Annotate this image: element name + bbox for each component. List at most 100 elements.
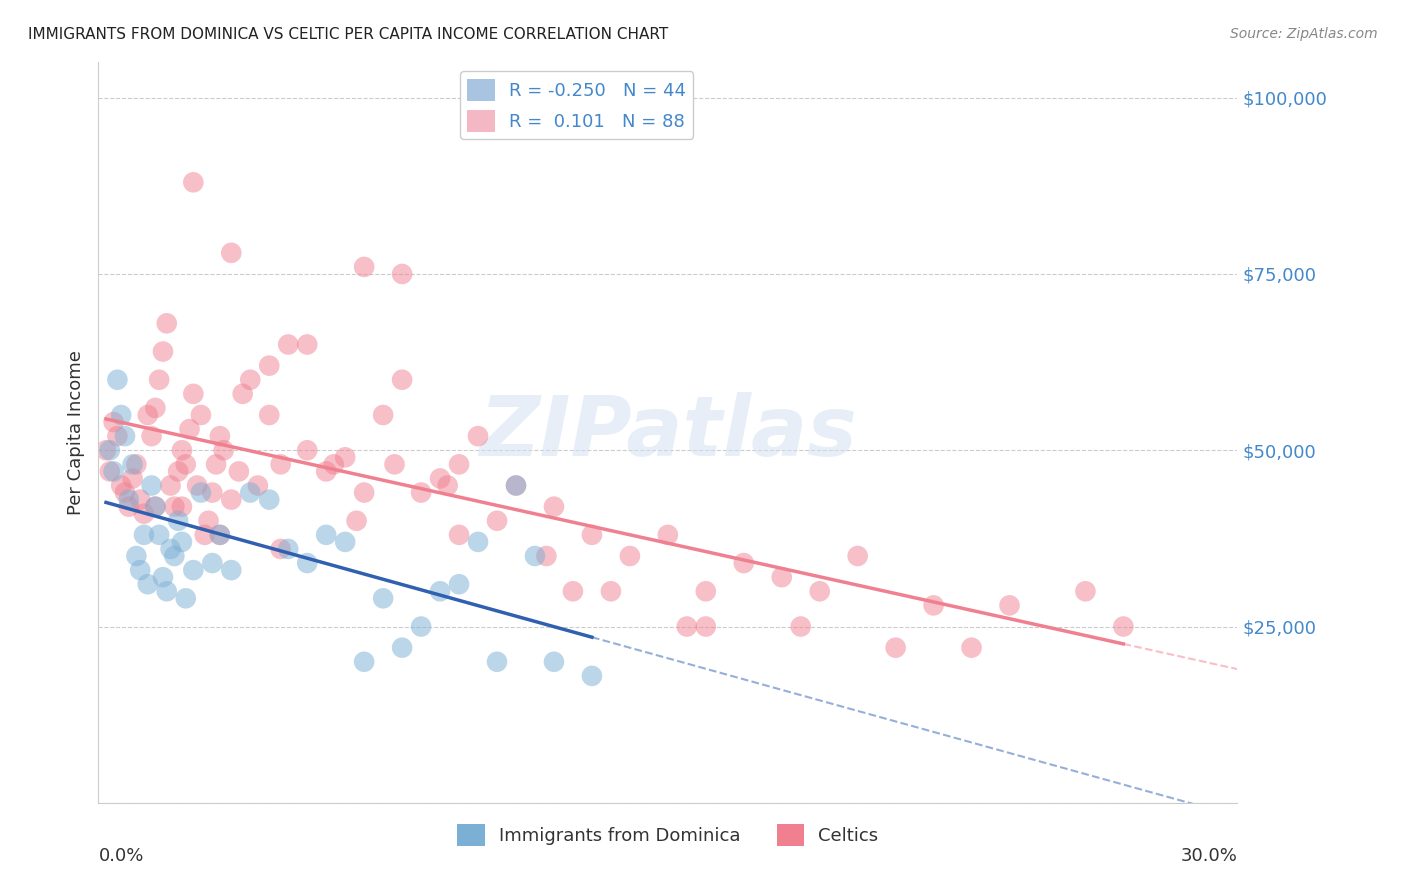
Point: [167, 464, 190, 478]
Point: [145, 401, 167, 415]
Point: [581, 528, 603, 542]
Point: [998, 599, 1021, 613]
Point: [186, 478, 208, 492]
Point: [486, 514, 509, 528]
Point: [152, 570, 174, 584]
Point: [429, 471, 451, 485]
Point: [581, 669, 603, 683]
Point: [98, 464, 121, 478]
Legend: Immigrants from Dominica, Celtics: Immigrants from Dominica, Celtics: [450, 816, 886, 853]
Point: [733, 556, 755, 570]
Point: [297, 337, 319, 351]
Point: [884, 640, 907, 655]
Point: [657, 528, 679, 542]
Point: [467, 429, 489, 443]
Text: 0.0%: 0.0%: [98, 847, 143, 865]
Point: [132, 507, 155, 521]
Point: [391, 373, 413, 387]
Point: [467, 535, 489, 549]
Point: [335, 450, 357, 465]
Point: [201, 556, 224, 570]
Point: [619, 549, 641, 563]
Point: [114, 485, 136, 500]
Point: [197, 514, 219, 528]
Point: [960, 640, 983, 655]
Point: [270, 541, 292, 556]
Point: [118, 500, 141, 514]
Point: [121, 471, 143, 485]
Point: [118, 492, 141, 507]
Point: [322, 458, 344, 472]
Point: [221, 492, 243, 507]
Point: [208, 528, 231, 542]
Point: [163, 500, 186, 514]
Point: [183, 175, 205, 189]
Point: [141, 478, 163, 492]
Point: [129, 492, 152, 507]
Point: [259, 359, 281, 373]
Point: [190, 485, 212, 500]
Text: Source: ZipAtlas.com: Source: ZipAtlas.com: [1230, 27, 1378, 41]
Text: 30.0%: 30.0%: [1181, 847, 1237, 865]
Point: [277, 541, 299, 556]
Point: [170, 500, 193, 514]
Point: [179, 422, 201, 436]
Point: [391, 640, 413, 655]
Point: [208, 429, 231, 443]
Point: [335, 535, 357, 549]
Point: [170, 443, 193, 458]
Point: [129, 563, 152, 577]
Point: [371, 408, 394, 422]
Point: [543, 500, 565, 514]
Point: [208, 528, 231, 542]
Point: [524, 549, 547, 563]
Point: [148, 528, 170, 542]
Point: [543, 655, 565, 669]
Point: [270, 458, 292, 472]
Point: [174, 591, 197, 606]
Point: [1074, 584, 1097, 599]
Point: [315, 464, 337, 478]
Point: [159, 478, 181, 492]
Point: [536, 549, 558, 563]
Point: [695, 584, 717, 599]
Point: [676, 619, 699, 633]
Point: [259, 492, 281, 507]
Point: [239, 373, 262, 387]
Point: [695, 619, 717, 633]
Point: [145, 500, 167, 514]
Point: [447, 528, 470, 542]
Point: [239, 485, 262, 500]
Point: [221, 245, 243, 260]
Y-axis label: Per Capita Income: Per Capita Income: [66, 351, 84, 515]
Point: [103, 415, 125, 429]
Point: [125, 549, 148, 563]
Point: [156, 584, 179, 599]
Point: [790, 619, 813, 633]
Point: [353, 485, 375, 500]
Point: [391, 267, 413, 281]
Point: [232, 387, 254, 401]
Point: [353, 260, 375, 274]
Point: [505, 478, 527, 492]
Point: [141, 429, 163, 443]
Point: [107, 429, 129, 443]
Text: IMMIGRANTS FROM DOMINICA VS CELTIC PER CAPITA INCOME CORRELATION CHART: IMMIGRANTS FROM DOMINICA VS CELTIC PER C…: [28, 27, 668, 42]
Point: [808, 584, 831, 599]
Point: [562, 584, 585, 599]
Point: [371, 591, 394, 606]
Point: [107, 373, 129, 387]
Text: ZIPatlas: ZIPatlas: [479, 392, 856, 473]
Point: [447, 577, 470, 591]
Point: [486, 655, 509, 669]
Point: [505, 478, 527, 492]
Point: [315, 528, 337, 542]
Point: [205, 458, 228, 472]
Point: [1112, 619, 1135, 633]
Point: [201, 485, 224, 500]
Point: [600, 584, 623, 599]
Point: [411, 485, 433, 500]
Point: [156, 316, 179, 330]
Point: [221, 563, 243, 577]
Point: [152, 344, 174, 359]
